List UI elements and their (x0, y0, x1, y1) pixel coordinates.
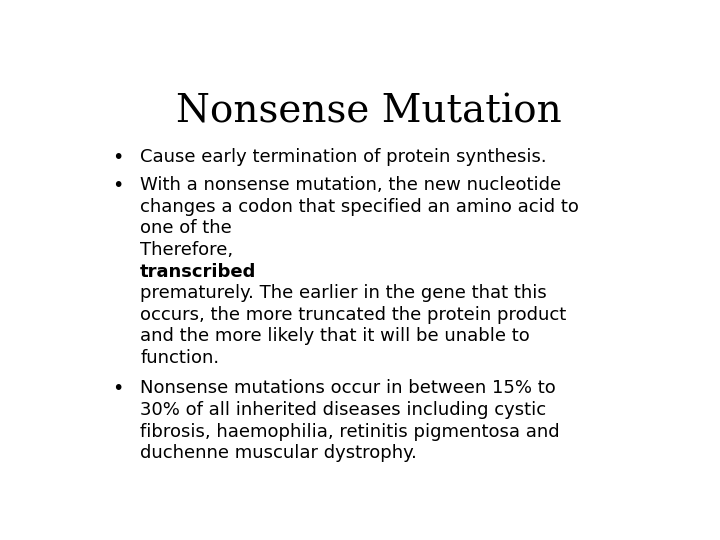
Text: Therefore,: Therefore, (140, 241, 239, 259)
Text: and the more likely that it will be unable to: and the more likely that it will be unab… (140, 327, 530, 346)
Text: Nonsense mutations occur in between 15% to: Nonsense mutations occur in between 15% … (140, 379, 556, 397)
Text: function.: function. (140, 349, 220, 367)
Text: With a nonsense mutation, the new nucleotide: With a nonsense mutation, the new nucleo… (140, 176, 562, 194)
Text: duchenne muscular dystrophy.: duchenne muscular dystrophy. (140, 444, 417, 462)
Text: prematurely. The earlier in the gene that this: prematurely. The earlier in the gene tha… (140, 284, 547, 302)
Text: fibrosis, haemophilia, retinitis pigmentosa and: fibrosis, haemophilia, retinitis pigment… (140, 423, 560, 441)
Text: •: • (112, 148, 124, 167)
Text: Nonsense Mutation: Nonsense Mutation (176, 94, 562, 131)
Text: •: • (112, 379, 124, 399)
Text: one of the: one of the (140, 219, 238, 237)
Text: 30% of all inherited diseases including cystic: 30% of all inherited diseases including … (140, 401, 546, 419)
Text: occurs, the more truncated the protein product: occurs, the more truncated the protein p… (140, 306, 567, 324)
Text: changes a codon that specified an amino acid to: changes a codon that specified an amino … (140, 198, 579, 215)
Text: Cause early termination of protein synthesis.: Cause early termination of protein synth… (140, 148, 547, 166)
Text: transcribed: transcribed (140, 262, 256, 281)
Text: •: • (112, 176, 124, 195)
